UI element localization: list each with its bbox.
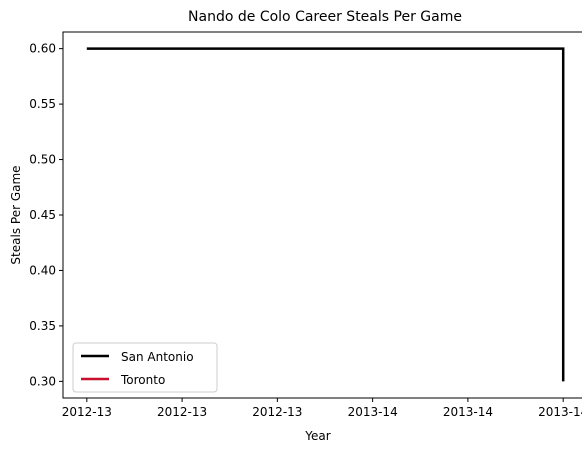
x-tick-label: 2012-13 bbox=[252, 405, 302, 419]
y-tick-label: 0.45 bbox=[29, 208, 56, 222]
y-axis-label: Steals Per Game bbox=[9, 165, 23, 264]
x-tick-label: 2012-13 bbox=[62, 405, 112, 419]
x-tick-label: 2012-13 bbox=[157, 405, 207, 419]
y-tick-label: 0.55 bbox=[29, 97, 56, 111]
series-line-san-antonio bbox=[86, 47, 565, 382]
y-axis: 0.30 0.35 0.40 0.45 0.50 0.55 0.60 bbox=[29, 42, 63, 388]
legend-label-toronto: Toronto bbox=[120, 373, 165, 387]
x-axis-label: Year bbox=[304, 429, 330, 443]
series-layer bbox=[86, 47, 565, 382]
legend-label-san-antonio: San Antonio bbox=[121, 350, 194, 364]
legend: San Antonio Toronto bbox=[72, 342, 218, 393]
y-tick-label: 0.30 bbox=[29, 374, 56, 388]
x-axis: 2012-13 2012-13 2012-13 2013-14 2013-14 2013-… bbox=[62, 398, 582, 419]
y-tick-label: 0.60 bbox=[29, 42, 56, 56]
x-tick-label: 2013-14 bbox=[348, 405, 398, 419]
chart-title: Nando de Colo Career Steals Per Game bbox=[188, 9, 462, 25]
x-tick-label: 2013-14 bbox=[538, 405, 582, 419]
x-tick-label: 2013-14 bbox=[443, 405, 493, 419]
y-tick-label: 0.40 bbox=[29, 263, 56, 277]
y-tick-label: 0.35 bbox=[29, 319, 56, 333]
y-tick-label: 0.50 bbox=[29, 153, 56, 167]
